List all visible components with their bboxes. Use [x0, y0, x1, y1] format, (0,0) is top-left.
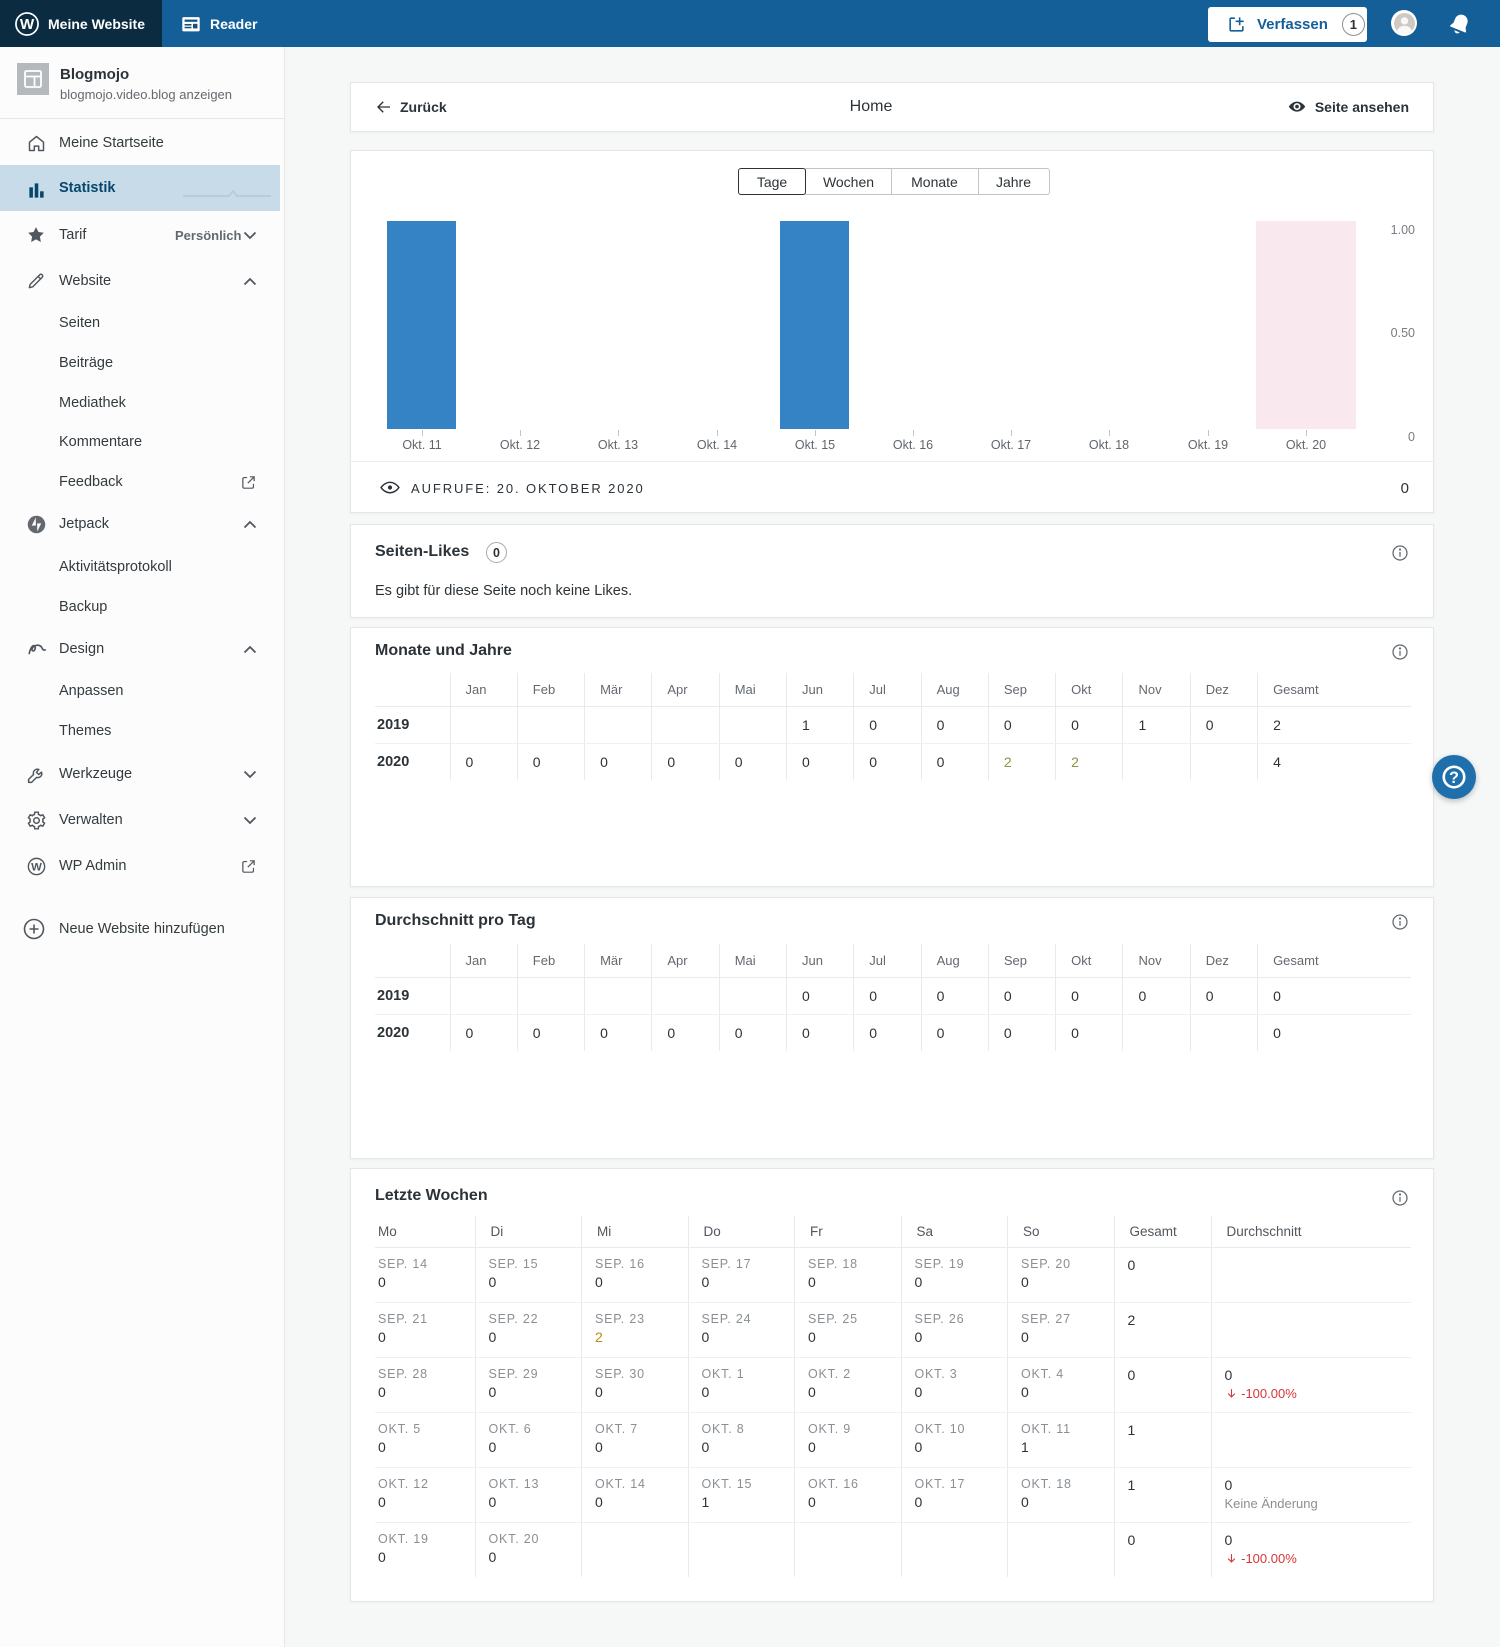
svg-text:?: ? [1449, 769, 1459, 787]
svg-text:W: W [20, 15, 35, 32]
svg-text:W: W [31, 861, 42, 873]
